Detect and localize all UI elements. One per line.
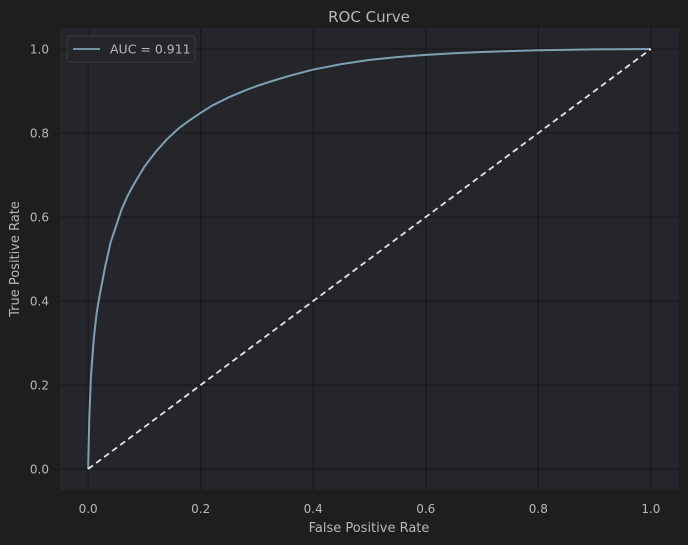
y-tick-label: 0.8 <box>30 127 49 141</box>
roc-curve-line <box>87 48 651 470</box>
chart-title: ROC Curve <box>328 8 410 26</box>
series-lines <box>87 48 652 470</box>
y-axis-label: True Positive Rate <box>8 201 23 318</box>
tick-labels: 0.0 0.2 0.4 0.6 0.8 1.0 0.0 0.2 0.4 0.6 0.8 1.0 <box>30 43 661 517</box>
grid-lines <box>60 28 679 490</box>
legend-box <box>66 35 196 63</box>
legend: AUC = 0.911 <box>66 35 196 63</box>
y-tick-label: 0.2 <box>30 379 49 393</box>
y-tick-label: 1.0 <box>30 43 49 57</box>
y-tick-label: 0.4 <box>30 295 49 309</box>
y-tick-label: 0.0 <box>30 463 49 477</box>
x-tick-label: 0.8 <box>529 502 548 516</box>
x-tick-label: 0.2 <box>191 502 210 516</box>
x-tick-label: 1.0 <box>641 502 660 516</box>
diagonal-reference-line <box>87 48 652 470</box>
x-tick-label: 0.4 <box>304 502 323 516</box>
y-tick-label: 0.6 <box>30 211 49 225</box>
legend-entry-auc: AUC = 0.911 <box>110 42 191 57</box>
x-tick-label: 0.0 <box>79 502 98 516</box>
x-axis-label: False Positive Rate <box>309 521 430 536</box>
x-tick-label: 0.6 <box>416 502 435 516</box>
